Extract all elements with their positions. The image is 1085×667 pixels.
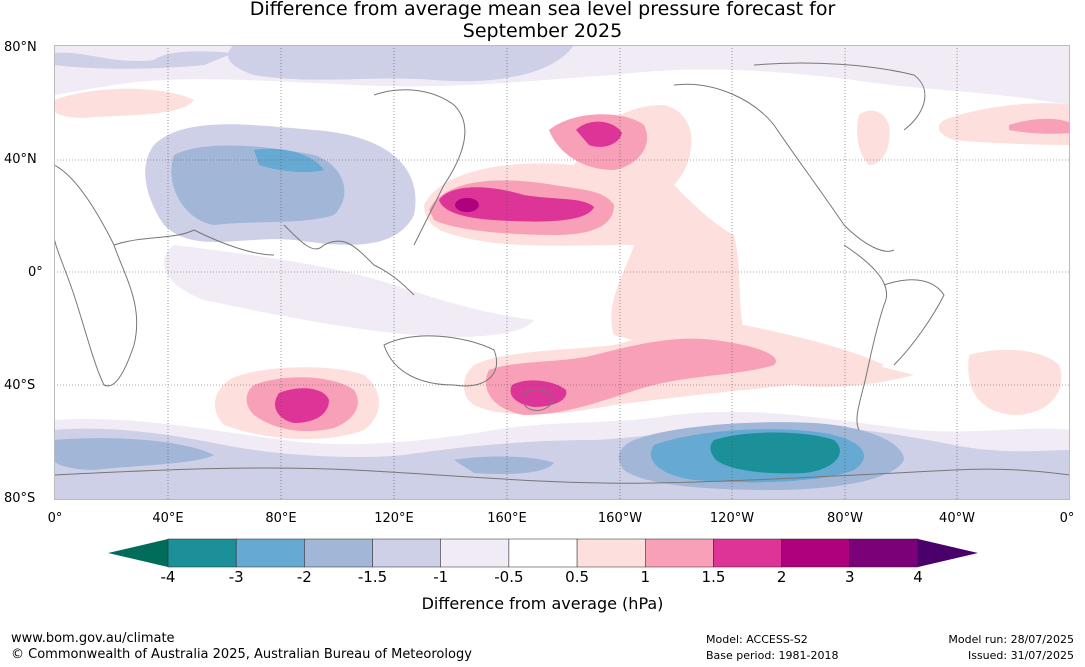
- colorbar-tick-label: -2: [296, 568, 312, 586]
- lat-label-80s: 80°S: [4, 491, 36, 506]
- lat-label-equator: 0°: [28, 265, 43, 280]
- graticule: [54, 45, 1070, 500]
- colorbar-tick-label: 0.5: [565, 568, 590, 586]
- copyright-text: © Commonwealth of Australia 2025, Austra…: [11, 647, 472, 662]
- colorbar-cell: [508, 538, 578, 568]
- colorbar-cell: [576, 538, 646, 568]
- colorbar-label: Difference from average (hPa): [421, 594, 664, 613]
- arctic-negative-region: [228, 45, 575, 82]
- north-pacific-high: [424, 105, 914, 387]
- colorbar-cell: [235, 538, 305, 568]
- lon-label-160e: 160°E: [487, 511, 527, 526]
- model-text: Model: ACCESS-S2: [706, 633, 808, 646]
- tropical-lavender-region: [164, 245, 534, 337]
- colorbar-tick-label: -3: [228, 568, 244, 586]
- colorbar-cell: [713, 538, 782, 568]
- coastlines: [54, 62, 1070, 484]
- lon-label-0: 0°: [47, 511, 63, 526]
- colorbar-tick-label: -1.5: [357, 568, 388, 586]
- colorbar-under-arrow: [108, 539, 168, 567]
- colorbar-tick-label: -0.5: [494, 568, 524, 586]
- website-text: www.bom.gov.au/climate: [11, 631, 175, 646]
- base-period-text: Base period: 1981-2018: [706, 649, 839, 662]
- colorbar-cell: [645, 538, 714, 568]
- lat-label-40s: 40°S: [4, 378, 36, 393]
- colorbar-tick-label: 1: [640, 568, 651, 586]
- model-run-text: Model run: 28/07/2025: [948, 633, 1074, 646]
- colorbar-tick-label: -4: [160, 568, 176, 586]
- colorbar-tick-label: 3: [845, 568, 855, 586]
- lon-label-80w: 80°W: [827, 511, 863, 526]
- colorbar-cell: [167, 538, 237, 568]
- colorbar-cell: [440, 538, 510, 568]
- lon-label-40e: 40°E: [152, 511, 184, 526]
- colorbar-tick-label: 2: [776, 568, 787, 586]
- colorbar-over-arrow: [918, 539, 978, 567]
- lon-label-160w: 160°W: [597, 511, 643, 526]
- lat-label-80n: 80°N: [4, 40, 37, 55]
- colorbar-cell: [372, 538, 441, 568]
- colorbar: [108, 538, 978, 568]
- colorbar-tick-label: 1.5: [701, 568, 726, 586]
- map-title-line2: September 2025: [462, 20, 623, 42]
- colorbar-tick-label: -1: [433, 568, 449, 586]
- colorbar-tick-label: 4: [913, 568, 923, 586]
- lon-label-40w: 40°W: [939, 511, 975, 526]
- pressure-anomaly-map: [54, 45, 1070, 500]
- lon-label-80e: 80°E: [265, 511, 297, 526]
- lon-label-120w: 120°W: [709, 511, 755, 526]
- colorbar-cell: [781, 538, 851, 568]
- lat-label-40n: 40°N: [4, 152, 37, 167]
- issued-text: Issued: 31/07/2025: [967, 649, 1074, 662]
- map-title-line1: Difference from average mean sea level p…: [249, 0, 836, 20]
- colorbar-cell: [849, 538, 919, 568]
- lon-label-0-right: 0°: [1059, 511, 1075, 526]
- lon-label-120e: 120°E: [374, 511, 414, 526]
- colorbar-cell: [304, 538, 373, 568]
- europe-positive-region: [54, 88, 194, 118]
